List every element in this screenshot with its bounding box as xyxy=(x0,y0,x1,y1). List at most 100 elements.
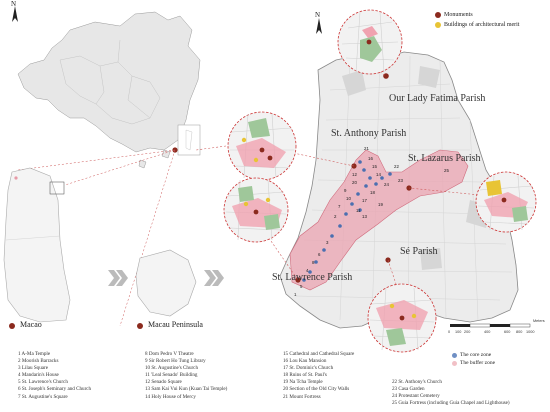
core-zone xyxy=(302,160,392,282)
site-list-item: 20 Section of the Old City Walls xyxy=(283,386,350,393)
site-list-item: 3 Lilau Square xyxy=(18,365,48,372)
legend-top: Monuments Buildings of architectural mer… xyxy=(435,10,519,30)
site-list-item: 8 Dom Pedro V Theatre xyxy=(145,351,194,357)
site-marker: 3 xyxy=(326,240,329,245)
site-marker: 8 xyxy=(312,260,315,265)
parish-label: Our Lady Fatima Parish xyxy=(389,93,486,104)
parish-label: Sé Parish xyxy=(400,246,438,257)
parish-label: St. Lawrence Parish xyxy=(272,272,353,283)
site-list-item: 18 Ruins of St. Paul's xyxy=(283,372,327,379)
legend-item-architecture: Buildings of architectural merit xyxy=(435,20,519,30)
peninsula-label: Macau Peninsula xyxy=(148,320,203,329)
scale-unit: Meters xyxy=(533,319,545,323)
site-list-item: 11 'Leal Senado' Building xyxy=(145,372,198,379)
site-list-item: 9 Sir Robert Ho Tung Library xyxy=(145,358,206,365)
peninsula-detail-map: 21 16 15 14 12 20 9 10 7 2 13 22 24 18 1… xyxy=(279,51,519,329)
legend-item-core-zone: The core zone xyxy=(452,352,495,358)
site-list-item: 13 Sam Kai Vui Kun (Kuan Tai Temple) xyxy=(145,386,228,393)
north-label: N xyxy=(11,0,17,8)
inset-st-lazarus xyxy=(475,171,537,233)
buffer-zone-legend-dot xyxy=(452,360,457,366)
scale-tick: 100 xyxy=(455,330,461,334)
north-label: N xyxy=(315,11,321,19)
legend-label: The buffer zone xyxy=(460,360,496,366)
legend-label: The core zone xyxy=(460,352,492,358)
site-list-item: 16 Lou Kau Mansion xyxy=(283,358,327,365)
site-marker: 18 xyxy=(370,190,375,195)
site-list-item: 15 Cathedral and Cathedral Square xyxy=(283,351,355,357)
site-marker: 1 xyxy=(294,292,297,297)
site-marker: 22 xyxy=(394,164,399,169)
site-list-item: 17 St. Dominic's Church xyxy=(283,365,334,372)
site-marker: 5 xyxy=(300,284,303,289)
site-marker: 15 xyxy=(372,164,377,169)
inset-st-anthony xyxy=(227,111,297,181)
site-marker: 21 xyxy=(364,146,369,151)
site-list-item: 2 Moorish Barracks xyxy=(18,358,59,365)
parish-label: St. Anthony Parish xyxy=(331,128,407,139)
site-marker: 14 xyxy=(376,172,381,177)
site-marker: 24 xyxy=(384,182,389,187)
china-map xyxy=(17,11,201,169)
site-list-item: 14 Holy House of Mercy xyxy=(145,393,196,400)
site-list-item: 23 Casa Garden xyxy=(392,386,425,393)
site-list-column: 22 St. Anthony's Church 23 Casa Garden 2… xyxy=(392,379,510,407)
site-list-item: 22 St. Anthony's Church xyxy=(392,379,442,385)
site-marker: 12 xyxy=(352,172,357,177)
chevron-arrow-icon xyxy=(204,270,224,286)
site-list-item: 7 St. Augustine's Square xyxy=(18,393,68,400)
site-marker: 13 xyxy=(362,214,367,219)
site-list-item: 10 St. Augustine's Church xyxy=(145,365,198,372)
scale-tick: 1000 xyxy=(526,330,534,334)
site-marker: 25 xyxy=(444,168,449,173)
site-list-item: 21 Mount Fortress xyxy=(283,393,321,400)
chevron-arrow-icon xyxy=(108,270,128,286)
peninsula-legend-dot xyxy=(137,323,143,329)
site-marker: 2 xyxy=(334,214,337,219)
site-list-column: 8 Dom Pedro V Theatre 9 Sir Robert Ho Tu… xyxy=(145,351,227,401)
site-marker: 17 xyxy=(362,198,367,203)
monument-legend-dot xyxy=(435,12,441,18)
site-list-item: 4 Mandarin's House xyxy=(18,372,59,379)
site-marker: 10 xyxy=(346,196,351,201)
buffer-zone xyxy=(289,149,469,291)
north-arrow-icon xyxy=(316,18,322,34)
scale-tick: 800 xyxy=(516,330,522,334)
site-list-item: 19 Na Tcha Temple xyxy=(283,379,323,386)
inset-fatima xyxy=(337,9,403,75)
site-list-item: 24 Protestant Cemetery xyxy=(392,393,440,400)
site-list-item: 5 St. Lawrence's Church xyxy=(18,379,68,386)
parish-label: St. Lazarus Parish xyxy=(408,153,481,164)
legend-item-buffer-zone: The buffer zone xyxy=(452,360,495,366)
site-marker: 6 xyxy=(318,252,321,257)
site-marker: 9 xyxy=(344,188,347,193)
legend-label: Buildings of architectural merit xyxy=(444,22,520,28)
site-list-item: 12 Senado Square xyxy=(145,379,182,386)
site-marker: 16 xyxy=(368,156,373,161)
core-zone-legend-dot xyxy=(452,352,457,358)
scale-tick: 400 xyxy=(484,330,490,334)
legend-item-monuments: Monuments xyxy=(435,10,519,20)
macao-label: Macao xyxy=(20,320,42,329)
site-list-item: 6 St. Joseph's Seminary and Church xyxy=(18,386,92,393)
site-list-item: 1 A-Ma Temple xyxy=(18,351,51,357)
macao-territory xyxy=(3,167,71,323)
site-marker: 23 xyxy=(398,178,403,183)
site-marker: 19 xyxy=(378,202,383,207)
site-marker: 11 xyxy=(356,208,361,213)
site-list-item: 25 Guia Fortress (including Guia Chapel … xyxy=(392,400,510,407)
architecture-legend-dot xyxy=(435,22,441,28)
site-marker: 20 xyxy=(352,180,357,185)
site-list-column: 1 A-Ma Temple 2 Moorish Barracks 3 Lilau… xyxy=(18,351,91,401)
site-marker: 7 xyxy=(338,204,341,209)
site-list-column: 15 Cathedral and Cathedral Square 16 Lou… xyxy=(283,351,354,401)
scale-tick: 200 xyxy=(464,330,470,334)
north-arrow-icon xyxy=(12,6,18,22)
inset-st-lawrence xyxy=(223,177,289,243)
scale-bar xyxy=(450,323,531,328)
legend-label: Monuments xyxy=(444,12,473,18)
legend-zones: The core zone The buffer zone xyxy=(452,352,495,366)
site-marker: 4 xyxy=(306,268,309,273)
macao-legend-dot xyxy=(9,323,15,329)
